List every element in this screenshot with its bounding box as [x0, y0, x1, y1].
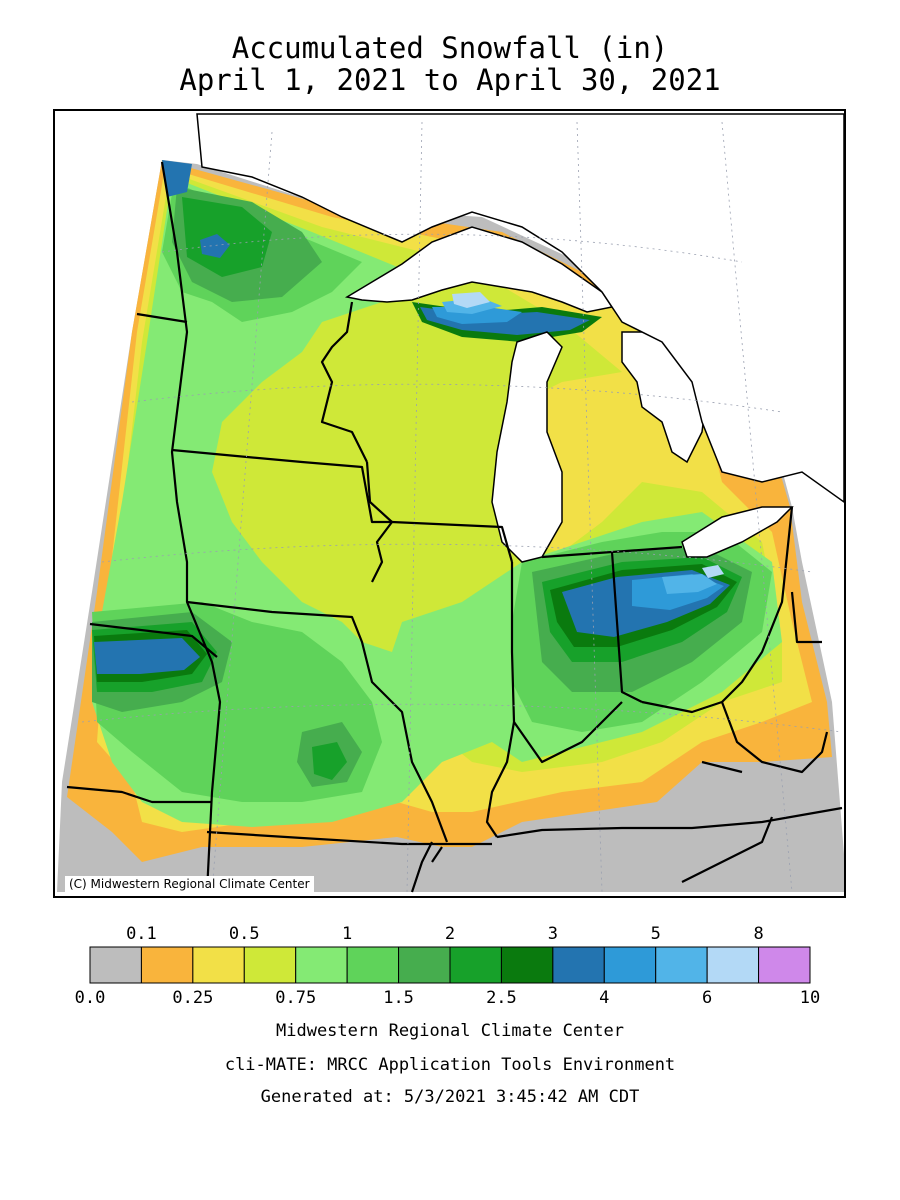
legend-upper-label: 0.1 — [126, 924, 157, 944]
legend-lower-label: 4 — [599, 988, 609, 1005]
legend-upper-label: 1 — [342, 924, 352, 944]
legend-upper-labels: 0.1 0.5 1 2 3 5 8 — [126, 924, 764, 944]
legend-lower-label: 0.75 — [275, 988, 316, 1005]
footer-org: Midwestern Regional Climate Center — [276, 1021, 624, 1041]
legend-swatch — [192, 946, 245, 984]
legend-upper-label: 5 — [651, 924, 661, 944]
lake-erie — [681, 506, 794, 558]
canada-land — [196, 113, 844, 503]
legend-swatch — [140, 946, 194, 984]
legend-swatch — [295, 946, 348, 984]
legend-swatch — [603, 946, 657, 984]
legend-upper-label: 3 — [548, 924, 558, 944]
snowfall-map: (C) Midwestern Regional Climate Center — [53, 109, 846, 898]
legend-swatch — [398, 946, 451, 984]
legend-lower-label: 0.25 — [172, 988, 213, 1005]
map-credit: (C) Midwestern Regional Climate Center — [65, 876, 314, 892]
legend-lower-label: 6 — [702, 988, 712, 1005]
legend-swatch — [500, 946, 554, 984]
map-canvas — [55, 111, 844, 896]
map-title-line-1: Accumulated Snowfall (in) — [231, 31, 669, 65]
legend-lower-labels: 0.0 0.25 0.75 1.5 2.5 4 6 10 — [75, 988, 821, 1005]
lake-superior — [344, 226, 614, 313]
legend-swatches — [89, 946, 811, 984]
legend-lower-label: 1.5 — [383, 988, 414, 1005]
legend-upper-label: 8 — [753, 924, 763, 944]
contour-darkest-green — [94, 302, 737, 682]
footer-tool: cli-MATE: MRCC Application Tools Environ… — [224, 1055, 676, 1075]
legend-swatch — [758, 946, 811, 984]
legend-swatch — [243, 946, 297, 984]
legend-lower-label: 2.5 — [486, 988, 517, 1005]
legend-upper-label: 2 — [445, 924, 455, 944]
legend-swatch — [706, 946, 760, 984]
legend-upper-label: 0.5 — [229, 924, 260, 944]
legend-swatch — [655, 946, 708, 984]
legend-swatch — [346, 946, 400, 984]
map-title-line-2: April 1, 2021 to April 30, 2021 — [179, 63, 721, 97]
color-legend: 0.1 0.5 1 2 3 5 8 0.0 0.25 0.75 1.5 2.5 4 6 10 — [75, 924, 821, 1005]
legend-swatch — [552, 946, 605, 984]
legend-lower-label: 10 — [800, 988, 820, 1005]
state-borders — [66, 161, 843, 893]
graticule — [81, 121, 843, 893]
legend-lower-label: 0.0 — [75, 988, 106, 1005]
footer-timestamp: Generated at: 5/3/2021 3:45:42 AM CDT — [260, 1087, 640, 1107]
legend-swatch — [449, 946, 502, 984]
legend-swatch — [89, 946, 142, 984]
